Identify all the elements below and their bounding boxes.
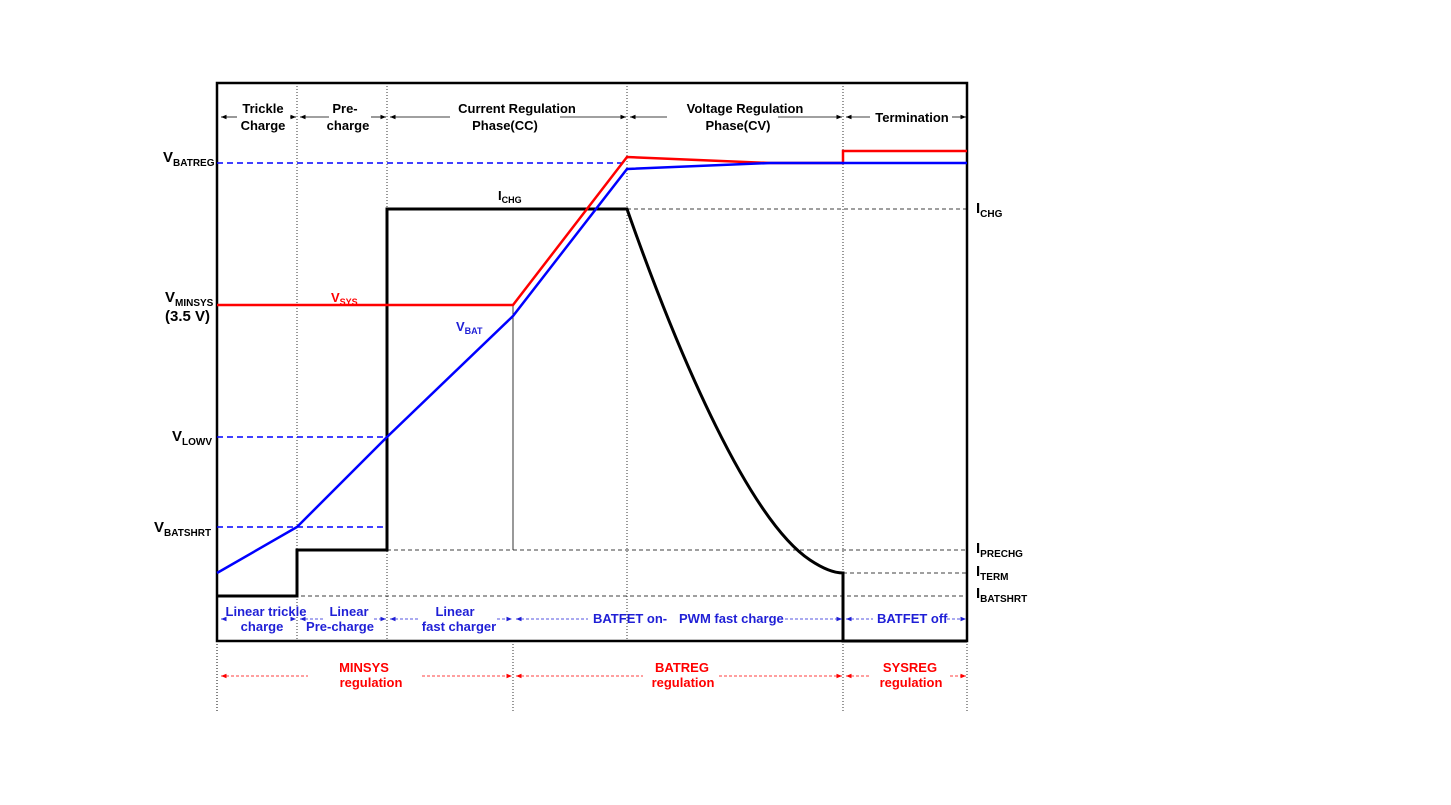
curve-label-ichg: ICHG [498, 188, 522, 205]
vsys-curve [217, 149, 967, 307]
phase-precharge-line1: Pre- [332, 101, 357, 116]
phase-cv-line1: Voltage Regulation [687, 101, 804, 116]
chart-frame [215, 81, 969, 643]
label-vbatshrt: VBATSHRT [154, 519, 211, 539]
mode-batfet-off: BATFET off [877, 611, 948, 626]
reference-lines-black [217, 208, 967, 597]
phase-precharge-line2: charge [327, 118, 370, 133]
phase-cv-line2: Phase(CV) [705, 118, 770, 133]
mode-linear-pre-line2: Pre-charge [306, 619, 374, 634]
mode-batfet-on: BATFET on- [593, 611, 667, 626]
reg-sysreg-line1: SYSREG [883, 660, 937, 675]
phase-trickle-line1: Trickle [242, 101, 283, 116]
reg-minsys-line2: regulation [340, 675, 403, 690]
vbat-curve [216, 161, 967, 575]
phase-termination: Termination [875, 110, 948, 125]
phase-trickle-line2: Charge [241, 118, 286, 133]
mode-linear-trickle-line1: Linear trickle [226, 604, 307, 619]
reg-minsys-line1: MINSYS [339, 660, 389, 675]
phase-cc-line1: Current Regulation [458, 101, 576, 116]
reg-batreg-line2: regulation [652, 675, 715, 690]
phase-cc-line2: Phase(CC) [472, 118, 538, 133]
label-vlowv: VLOWV [172, 428, 212, 448]
curve-label-vbat: VBAT [456, 319, 483, 336]
label-vminsys-note: (3.5 V) [165, 308, 210, 325]
mode-linear-fast-line2: fast charger [422, 619, 496, 634]
reference-lines-blue [217, 162, 627, 528]
label-vminsys: VMINSYS [165, 289, 214, 309]
mode-linear-fast-line1: Linear [435, 604, 474, 619]
label-vbatreg: VBATREG [163, 149, 215, 169]
label-iprechg: IPRECHG [976, 540, 1023, 560]
reg-sysreg-line2: regulation [880, 675, 943, 690]
mode-linear-trickle-line2: charge [241, 619, 284, 634]
label-iterm: ITERM [976, 563, 1009, 583]
label-ibatshrt: IBATSHRT [976, 585, 1027, 605]
mode-pwm-fast: PWM fast charge [679, 611, 784, 626]
curve-label-vsys: VSYS [331, 290, 358, 307]
charge-current-curve [217, 207, 967, 643]
reg-batreg-line1: BATREG [655, 660, 709, 675]
label-ichg-right: ICHG [976, 200, 1003, 220]
mode-linear-pre-line1: Linear [329, 604, 368, 619]
